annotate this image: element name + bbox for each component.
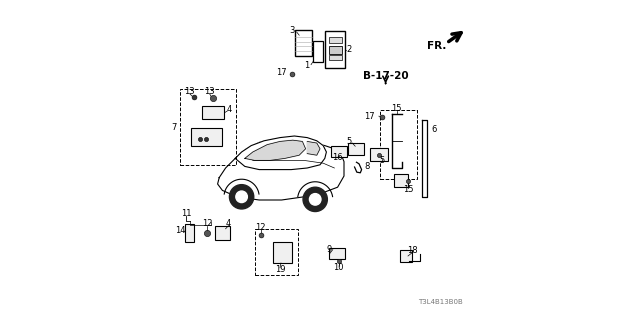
Bar [202, 106, 224, 119]
Bar [326, 31, 346, 68]
Bar [394, 174, 408, 187]
Bar [371, 148, 388, 161]
Text: 3: 3 [289, 26, 294, 35]
Bar [348, 143, 364, 155]
Text: 7: 7 [172, 123, 177, 132]
Circle shape [310, 194, 321, 205]
Text: 5: 5 [346, 137, 351, 146]
Text: 9: 9 [327, 245, 332, 254]
Bar [191, 128, 221, 146]
Text: 14: 14 [175, 226, 186, 235]
Bar [255, 229, 298, 275]
Bar [215, 226, 230, 240]
Polygon shape [245, 140, 306, 160]
Bar [380, 110, 417, 179]
Text: 19: 19 [275, 265, 285, 274]
Bar [329, 46, 342, 53]
Circle shape [236, 191, 248, 203]
Text: 4: 4 [226, 105, 232, 114]
Text: 17: 17 [276, 68, 287, 77]
Text: 6: 6 [431, 125, 436, 134]
Text: 2: 2 [347, 45, 352, 54]
Bar [185, 224, 194, 242]
Text: 12: 12 [255, 223, 266, 232]
Text: B-17-20: B-17-20 [363, 71, 408, 81]
Text: 11: 11 [181, 209, 191, 218]
Text: 18: 18 [408, 246, 418, 255]
Bar [329, 37, 342, 43]
Circle shape [230, 185, 253, 209]
Polygon shape [218, 139, 344, 200]
Text: 12: 12 [202, 220, 212, 228]
Bar [273, 243, 292, 263]
Text: 13: 13 [204, 87, 215, 96]
Text: 10: 10 [333, 263, 344, 272]
Text: T3L4B13B0B: T3L4B13B0B [418, 300, 462, 305]
Polygon shape [307, 141, 320, 155]
Text: 13: 13 [184, 87, 195, 96]
Bar [329, 248, 345, 259]
Text: 16: 16 [332, 153, 343, 162]
Polygon shape [236, 136, 326, 170]
Bar [399, 250, 412, 262]
Text: 8: 8 [364, 162, 369, 171]
Text: 5: 5 [379, 156, 385, 165]
Bar [331, 146, 347, 157]
Text: 1: 1 [305, 61, 310, 70]
Bar [180, 89, 236, 165]
Text: 4: 4 [226, 220, 231, 228]
Bar [295, 30, 312, 56]
Text: FR.: FR. [427, 41, 447, 51]
Text: 15: 15 [392, 104, 402, 113]
Text: 17: 17 [364, 112, 375, 121]
Bar [329, 55, 342, 60]
Bar [312, 41, 323, 61]
Circle shape [303, 187, 328, 212]
Text: 15: 15 [403, 185, 413, 194]
